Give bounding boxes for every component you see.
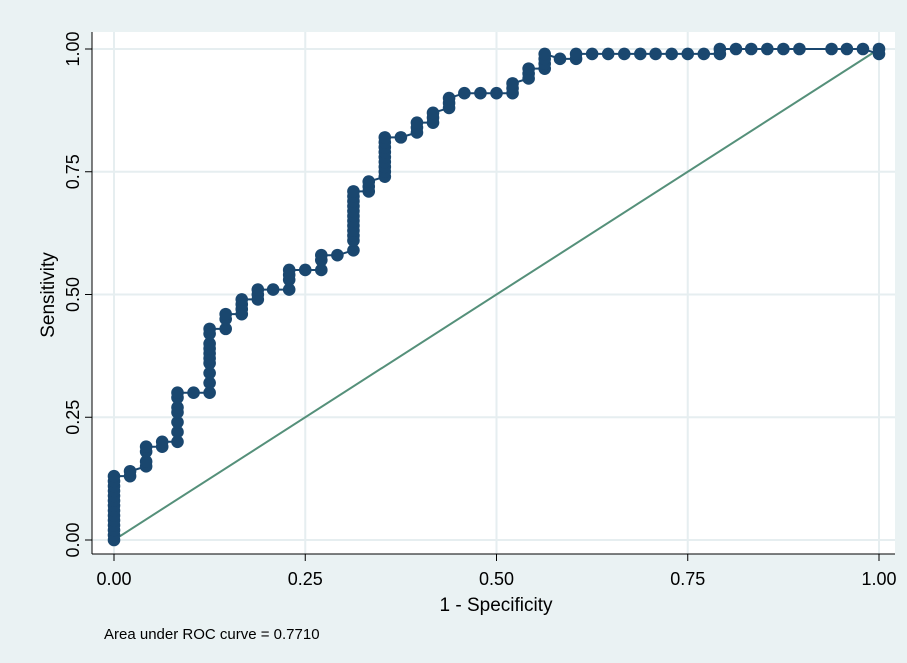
roc-point	[649, 47, 662, 61]
roc-point	[171, 415, 184, 429]
roc-point	[203, 366, 216, 380]
y-axis-title: Sensitivity	[38, 252, 59, 338]
roc-point	[744, 42, 758, 56]
roc-point	[713, 42, 727, 56]
roc-point	[474, 86, 487, 100]
plot-area	[92, 32, 895, 554]
roc-point	[825, 42, 838, 56]
roc-point	[107, 469, 121, 483]
roc-point	[634, 47, 647, 61]
roc-point	[171, 386, 184, 400]
axis-tick-labels: 0.00 0.25 0.50 0.75 1.00 0.00 0.25 0.50 0.75 1.00	[63, 31, 897, 589]
roc-point	[187, 386, 200, 400]
x-gridlines	[113, 32, 880, 554]
roc-point	[331, 248, 344, 262]
roc-point	[251, 283, 265, 296]
roc-point	[203, 376, 216, 390]
roc-point	[585, 47, 599, 61]
roc-point	[203, 322, 216, 336]
roc-point	[219, 307, 232, 321]
roc-point	[139, 440, 153, 454]
roc-point	[282, 283, 296, 296]
auc-note: Area under ROC curve = 0.7710	[104, 626, 320, 643]
roc-point	[347, 244, 360, 257]
roc-point	[155, 435, 169, 449]
roc-point	[282, 263, 296, 277]
roc-point	[235, 293, 249, 306]
roc-point	[617, 47, 631, 61]
roc-point	[394, 131, 408, 144]
roc-point	[347, 185, 360, 198]
roc-point	[697, 47, 711, 61]
roc-point	[522, 62, 535, 75]
y-tick-label: 0.25	[63, 400, 83, 435]
roc-point	[872, 42, 886, 56]
y-tick-label: 0.50	[63, 277, 83, 312]
roc-point	[490, 86, 503, 100]
roc-point	[203, 337, 216, 350]
roc-point	[266, 283, 280, 296]
roc-point	[378, 131, 392, 144]
roc-point	[203, 386, 216, 400]
y-tick-label: 0.00	[63, 522, 83, 557]
x-tick-label: 1.00	[861, 569, 896, 589]
x-tick-label: 0.25	[288, 569, 323, 589]
reference-line	[113, 48, 880, 541]
roc-point	[601, 47, 615, 61]
x-axis-title: 1 - Specificity	[440, 595, 553, 616]
roc-point	[219, 322, 232, 336]
roc-point	[729, 42, 743, 56]
y-tick-label: 1.00	[63, 31, 83, 66]
roc-point	[777, 42, 790, 56]
roc-point	[665, 47, 678, 61]
x-tick-label: 0.50	[479, 569, 514, 589]
roc-point	[426, 106, 440, 120]
roc-point	[362, 175, 376, 188]
roc-point	[139, 455, 153, 468]
roc-point	[442, 91, 456, 105]
roc-point	[681, 47, 695, 61]
roc-point	[171, 425, 184, 439]
roc-point	[298, 263, 312, 277]
roc-point	[793, 42, 806, 56]
roc-point	[856, 42, 870, 56]
roc-point	[315, 263, 328, 277]
axis-ticks	[85, 48, 880, 561]
roc-point	[761, 42, 774, 56]
x-tick-label: 0.00	[96, 569, 131, 589]
roc-point	[123, 464, 137, 478]
roc-point	[538, 47, 551, 61]
roc-point	[458, 86, 471, 100]
roc-point	[553, 52, 567, 66]
x-tick-label: 0.75	[670, 569, 705, 589]
y-tick-label: 0.75	[63, 154, 83, 189]
roc-curve-points	[107, 42, 886, 547]
roc-point	[506, 77, 519, 90]
roc-point	[569, 47, 583, 61]
roc-point	[315, 248, 328, 262]
roc-point	[840, 42, 854, 56]
roc-point	[410, 116, 424, 129]
roc-point	[171, 401, 184, 414]
roc-point	[171, 435, 184, 449]
